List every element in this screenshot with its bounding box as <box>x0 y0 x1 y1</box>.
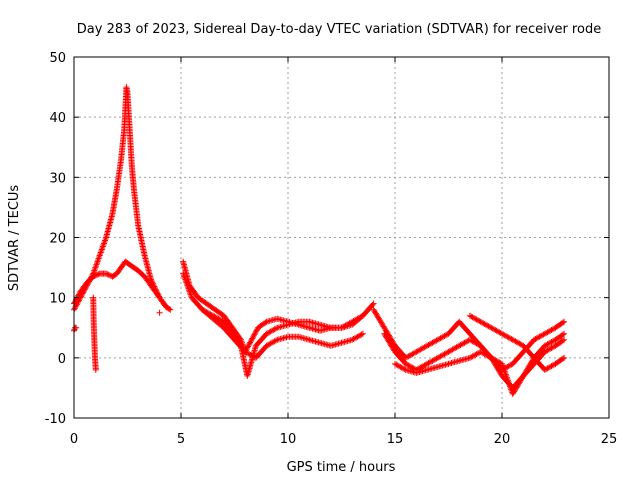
data-point <box>245 343 252 350</box>
data-point <box>272 337 279 344</box>
x-axis-label: GPS time / hours <box>287 460 396 475</box>
data-point <box>252 328 259 335</box>
axis-ticks: 0 5 10 15 20 25 -10 0 10 20 30 40 50 <box>45 51 618 447</box>
data-point <box>559 331 566 338</box>
data-point <box>247 338 254 345</box>
y-tick-label: 30 <box>49 171 66 186</box>
data-point <box>163 303 170 310</box>
data-point <box>561 318 568 325</box>
x-tick-label: 5 <box>177 432 185 447</box>
data-point <box>105 271 112 278</box>
data-point <box>262 319 269 326</box>
data-point <box>248 336 255 343</box>
data-point <box>252 330 259 337</box>
y-tick-label: 50 <box>49 51 66 66</box>
data-point <box>104 271 111 278</box>
data-point <box>72 298 79 305</box>
x-tick-label: 0 <box>70 432 78 447</box>
data-point <box>167 306 174 313</box>
y-tick-label: 10 <box>49 292 66 307</box>
data-point <box>74 293 81 300</box>
data-point <box>247 339 254 346</box>
x-tick-label: 25 <box>601 432 618 447</box>
data-point <box>92 366 99 373</box>
data-point <box>561 330 568 337</box>
data-point <box>166 305 173 312</box>
data-point <box>251 331 258 338</box>
y-tick-label: 40 <box>49 111 66 126</box>
data-point <box>72 304 79 311</box>
data-point <box>245 342 252 349</box>
data-point <box>359 330 366 337</box>
y-axis-label: SDTVAR / TECUs <box>7 185 22 292</box>
y-tick-label: 0 <box>58 352 66 367</box>
data-point <box>95 271 102 278</box>
data-point <box>561 336 568 343</box>
data-point <box>75 291 82 298</box>
data-point <box>559 355 566 362</box>
data-point <box>358 331 365 338</box>
data-point <box>231 330 238 337</box>
data-point <box>369 301 376 308</box>
data-point <box>94 271 101 278</box>
chart-title: Day 283 of 2023, Sidereal Day-to-day VTE… <box>77 22 601 37</box>
data-point <box>73 295 80 302</box>
data-point <box>71 299 78 306</box>
y-tick-label: 20 <box>49 232 66 247</box>
data-point <box>561 354 568 361</box>
data-point <box>559 337 566 344</box>
data-point <box>246 340 253 347</box>
data-point <box>91 273 98 280</box>
data-point <box>244 344 251 351</box>
data-point <box>250 334 257 341</box>
data-point <box>370 300 377 307</box>
data-point <box>156 309 163 316</box>
x-tick-label: 20 <box>494 432 511 447</box>
data-point <box>90 273 97 280</box>
data-point <box>250 332 257 339</box>
data-point <box>559 319 566 326</box>
x-tick-label: 15 <box>387 432 404 447</box>
data-point <box>71 305 78 312</box>
data-point <box>92 272 99 279</box>
data-point <box>401 366 408 373</box>
data-point <box>103 270 110 277</box>
data-point <box>162 302 169 309</box>
x-tick-label: 10 <box>280 432 297 447</box>
data-points <box>71 84 568 397</box>
y-tick-label: -10 <box>45 412 66 427</box>
data-point <box>253 327 260 334</box>
data-point <box>249 335 256 342</box>
data-point <box>272 325 279 332</box>
